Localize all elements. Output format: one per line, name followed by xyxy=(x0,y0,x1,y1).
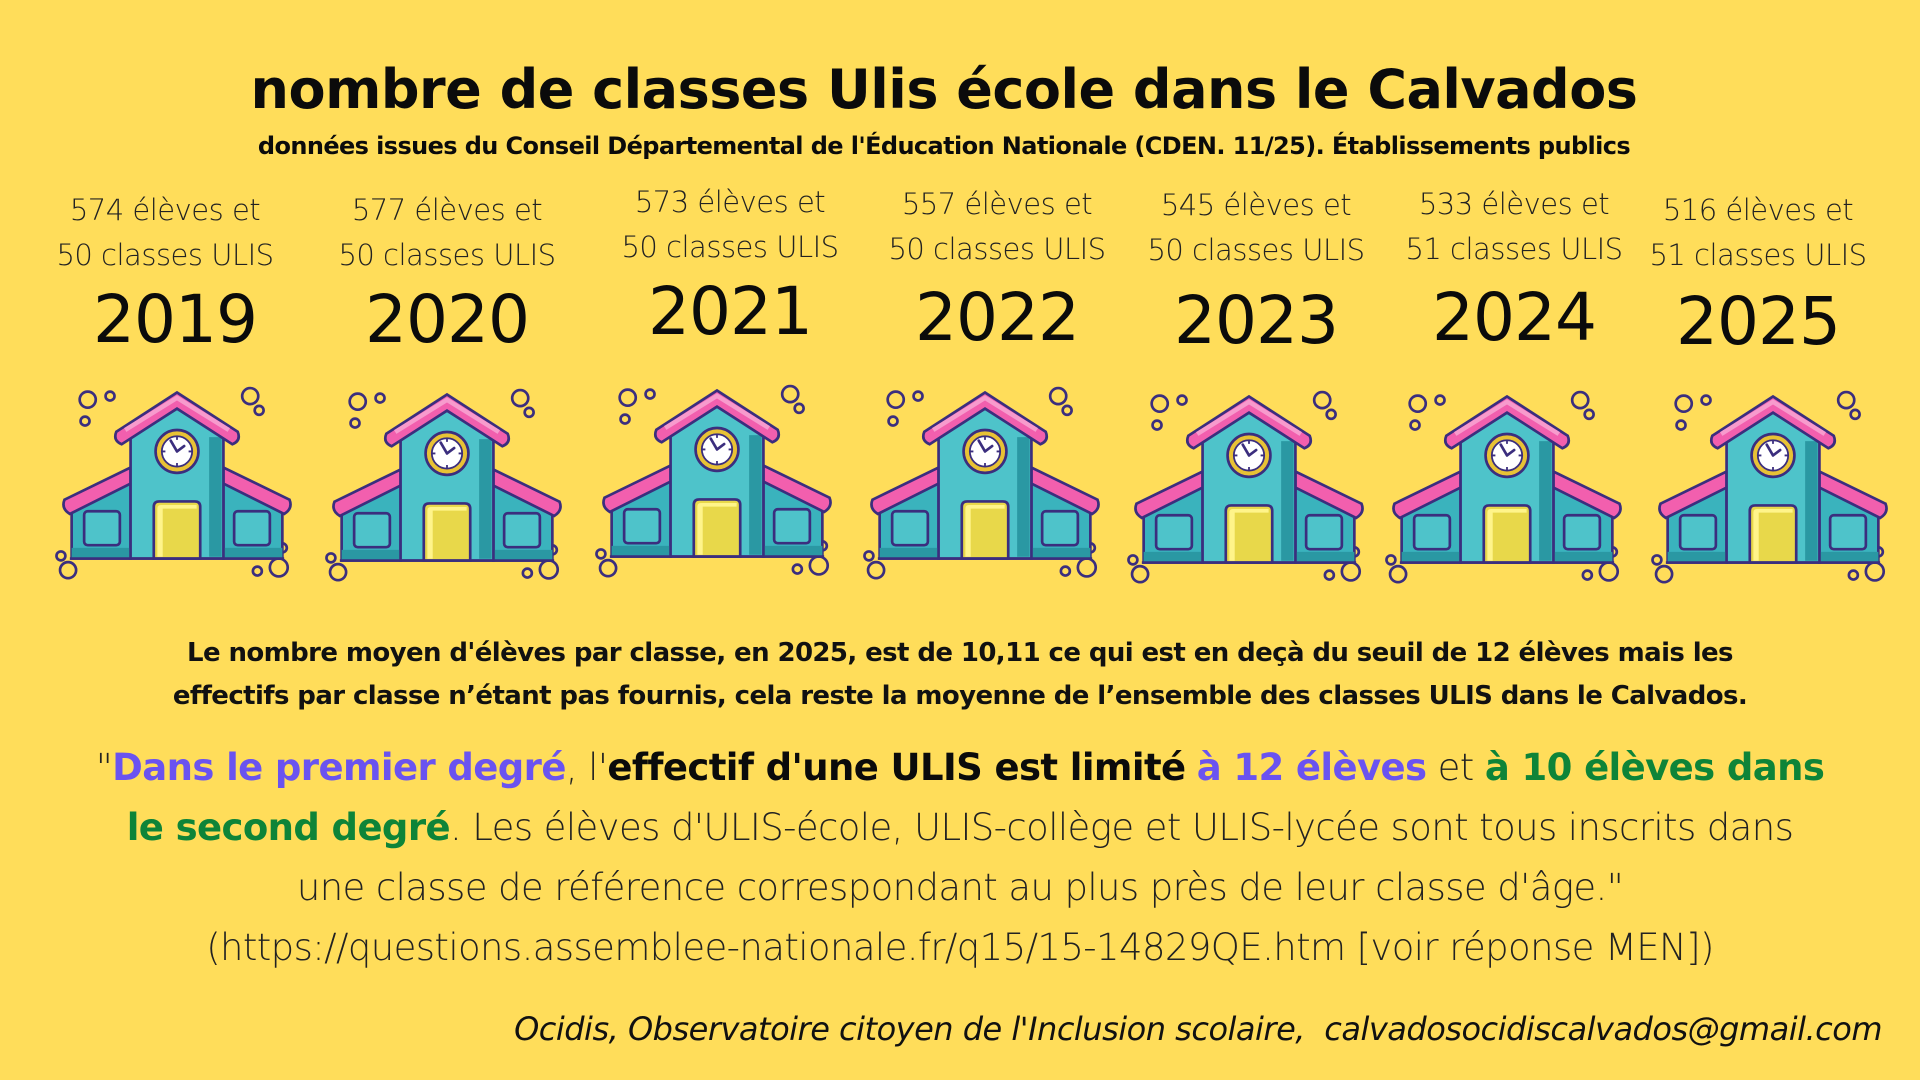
quote-block: "Dans le premier degré, l'effectif d'une… xyxy=(40,738,1880,978)
quote-source-link[interactable]: (https://questions.assemblee-nationale.f… xyxy=(206,926,1714,969)
year-column-2023: 545 élèves et 50 classes ULIS 2023 xyxy=(1116,183,1396,361)
average-note-line-2: effectifs par classe n’étant pas fournis… xyxy=(172,681,1748,711)
premier-degre-highlight: Dans le premier degré xyxy=(112,746,566,789)
dix-eleves-highlight: à 10 élèves dans xyxy=(1484,746,1825,789)
quote-rest-1: . Les élèves d'ULIS-école, ULIS-collège … xyxy=(449,806,1794,849)
school-building-icon xyxy=(860,370,1110,590)
school-building-icon xyxy=(322,372,572,592)
students-count: 577 élèves et xyxy=(351,193,543,227)
footer-credit: Ocidis, Observatoire citoyen de l'Inclus… xyxy=(514,1010,1882,1048)
douze-eleves-highlight: à 12 élèves xyxy=(1196,746,1427,789)
year-label: 2023 xyxy=(1174,282,1339,359)
space xyxy=(1186,746,1197,789)
quote-line-1: "Dans le premier degré, l'effectif d'une… xyxy=(40,738,1880,798)
classes-count: 50 classes ULIS xyxy=(888,232,1106,266)
open-quote: " xyxy=(95,746,113,789)
students-count: 573 élèves et xyxy=(634,185,826,219)
quote-et: et xyxy=(1426,746,1485,789)
quote-line-2: le second degré. Les élèves d'ULIS-école… xyxy=(40,798,1880,858)
year-column-2024: 533 élèves et 51 classes ULIS 2024 xyxy=(1374,182,1654,358)
year-label: 2022 xyxy=(915,279,1080,356)
average-note-line-1: Le nombre moyen d'élèves par classe, en … xyxy=(187,638,1733,668)
school-building-icon xyxy=(1124,374,1374,594)
year-column-2019: 574 élèves et 50 classes ULIS 2019 xyxy=(25,188,305,360)
school-building-icon xyxy=(1382,374,1632,594)
second-degre-highlight: le second degré xyxy=(126,806,451,849)
year-label: 2021 xyxy=(648,273,813,350)
page-title: nombre de classes Ulis école dans le Cal… xyxy=(250,58,1638,121)
students-count: 557 élèves et xyxy=(901,187,1093,221)
school-building-icon xyxy=(1648,374,1898,594)
students-count: 545 élèves et xyxy=(1160,188,1352,222)
students-count: 516 élèves et xyxy=(1662,193,1854,227)
school-building-icon xyxy=(52,370,302,590)
classes-count: 51 classes ULIS xyxy=(1405,232,1623,266)
classes-count: 51 classes ULIS xyxy=(1649,238,1867,272)
year-column-2020: 577 élèves et 50 classes ULIS 2020 xyxy=(307,188,587,360)
year-column-2025: 516 élèves et 51 classes ULIS 2025 xyxy=(1618,188,1898,362)
year-column-2021: 573 élèves et 50 classes ULIS 2021 xyxy=(590,180,870,352)
year-label: 2020 xyxy=(365,281,530,358)
classes-count: 50 classes ULIS xyxy=(1147,233,1365,267)
quote-line-3: une classe de référence correspondant au… xyxy=(296,866,1624,909)
classes-count: 50 classes ULIS xyxy=(56,238,274,272)
year-label: 2025 xyxy=(1676,283,1841,360)
students-count: 574 élèves et xyxy=(69,193,261,227)
year-label: 2019 xyxy=(93,281,258,358)
school-building-icon xyxy=(592,368,842,588)
quote-sep: , l' xyxy=(565,746,608,789)
effectif-bold: effectif d'une ULIS est limité xyxy=(607,746,1186,789)
average-note: Le nombre moyen d'élèves par classe, en … xyxy=(40,632,1880,718)
year-label: 2024 xyxy=(1432,279,1597,356)
students-count: 533 élèves et xyxy=(1418,187,1610,221)
classes-count: 50 classes ULIS xyxy=(621,230,839,264)
classes-count: 50 classes ULIS xyxy=(338,238,556,272)
page-subtitle: données issues du Conseil Départemental … xyxy=(257,132,1631,160)
year-column-2022: 557 élèves et 50 classes ULIS 2022 xyxy=(857,182,1137,358)
